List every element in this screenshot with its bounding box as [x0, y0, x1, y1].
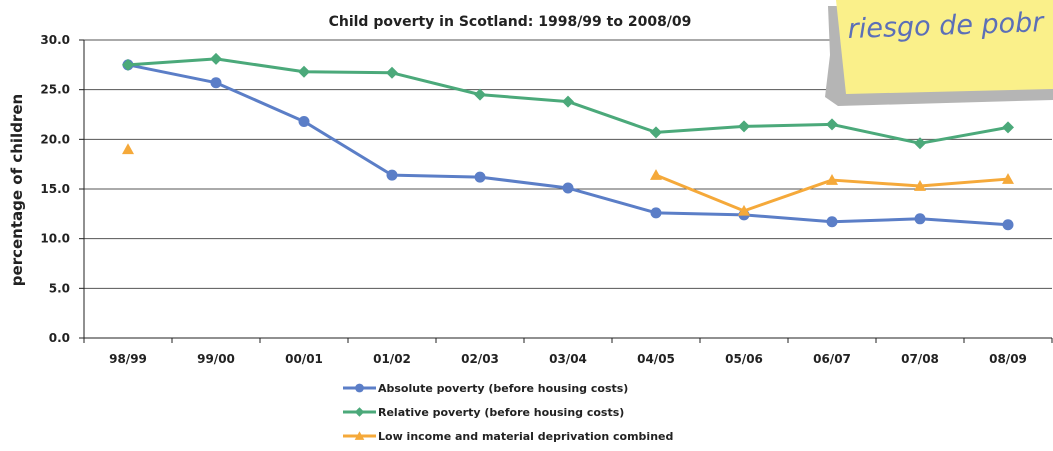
- legend-item: Relative poverty (before housing costs): [343, 406, 624, 419]
- x-tick-label: 03/04: [549, 352, 587, 366]
- x-tick-label: 05/06: [725, 352, 763, 366]
- y-tick-label: 5.0: [49, 281, 70, 295]
- sticky-note: riesgo de pobr: [825, 0, 1053, 106]
- data-point: [122, 58, 134, 71]
- data-point: [914, 213, 926, 225]
- x-tick-label: 07/08: [901, 352, 939, 366]
- data-point: [826, 174, 838, 185]
- x-tick-label: 00/01: [285, 352, 323, 366]
- data-point: [562, 182, 574, 194]
- data-point: [386, 169, 398, 181]
- legend-label: Absolute poverty (before housing costs): [378, 382, 628, 395]
- y-tick-label: 25.0: [40, 83, 70, 97]
- legend-item: Absolute poverty (before housing costs): [343, 382, 628, 395]
- data-point: [738, 204, 750, 216]
- sticky-note-text: riesgo de pobr: [847, 7, 1046, 45]
- legend-label: Low income and material deprivation comb…: [378, 430, 673, 443]
- data-point: [562, 95, 574, 108]
- data-point: [354, 431, 365, 440]
- series: [122, 52, 1014, 150]
- y-tick-label: 15.0: [40, 182, 70, 196]
- series: [122, 143, 1014, 216]
- y-axis: 0.0 5.0 10.0 15.0 20.0 25.0 30.0: [40, 33, 85, 345]
- x-tick-label: 99/00: [197, 352, 235, 366]
- sticky-note-paper: [836, 0, 1053, 94]
- data-point: [1002, 219, 1014, 231]
- x-tick-label: 04/05: [637, 352, 675, 366]
- data-point: [474, 88, 486, 101]
- data-point: [474, 171, 486, 183]
- data-point: [1002, 121, 1014, 134]
- data-point: [738, 120, 750, 133]
- data-point: [826, 118, 838, 131]
- y-tick-label: 20.0: [40, 132, 70, 146]
- data-point: [122, 143, 134, 155]
- y-tick-label: 30.0: [40, 33, 70, 47]
- x-tick-label: 02/03: [461, 352, 499, 366]
- y-tick-label: 0.0: [49, 331, 70, 345]
- data-point: [1002, 173, 1014, 184]
- data-point: [298, 65, 310, 78]
- data-point: [210, 77, 222, 89]
- legend-item: Low income and material deprivation comb…: [343, 430, 673, 443]
- x-axis: 98/99 99/00 00/01 01/02 02/03 03/04 04/05 05/06…: [83, 338, 1053, 366]
- x-tick-label: 08/09: [989, 352, 1027, 366]
- data-point: [650, 169, 662, 180]
- data-point: [298, 115, 310, 127]
- legend-label: Relative poverty (before housing costs): [378, 406, 624, 419]
- series-layer: [122, 52, 1014, 231]
- y-axis-label: percentage of children: [8, 94, 26, 286]
- legend: Absolute poverty (before housing costs) R…: [343, 382, 673, 443]
- data-point: [355, 383, 364, 393]
- data-point: [210, 52, 222, 65]
- y-tick-label: 10.0: [40, 232, 70, 246]
- x-tick-label: 06/07: [813, 352, 851, 366]
- data-point: [354, 407, 365, 417]
- data-point: [914, 137, 926, 150]
- series: [122, 59, 1014, 231]
- data-point: [826, 216, 838, 228]
- data-point: [650, 207, 662, 219]
- chart-title: Child poverty in Scotland: 1998/99 to 20…: [329, 14, 692, 30]
- x-tick-label: 98/99: [109, 352, 147, 366]
- x-tick-label: 01/02: [373, 352, 411, 366]
- data-point: [914, 180, 926, 191]
- data-point: [386, 66, 398, 79]
- data-point: [650, 126, 662, 139]
